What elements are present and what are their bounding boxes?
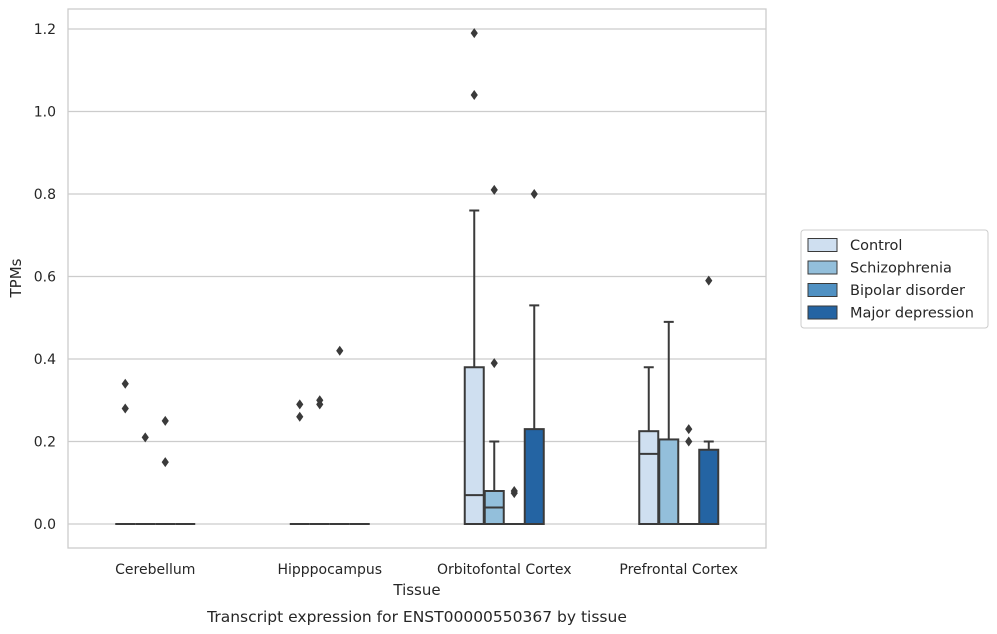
outlier-marker — [510, 488, 518, 499]
outlier-marker — [705, 275, 713, 286]
box-group — [638, 366, 660, 525]
x-axis-ticks: Cerebellum Hipppocampus Orbitofontal Corte… — [115, 562, 738, 578]
outlier-marker — [530, 189, 538, 199]
legend-label: Bipolar disorder — [850, 283, 965, 299]
legend-swatch — [807, 283, 838, 297]
x-tick-label: Orbitofontal Cortex — [437, 562, 572, 578]
outlier-marker — [685, 424, 693, 435]
y-tick-label: 0.8 — [34, 187, 56, 203]
box-body — [658, 438, 680, 525]
box-group — [658, 320, 680, 525]
box-group — [135, 432, 156, 525]
outlier-marker — [490, 184, 498, 195]
outlier-marker — [161, 457, 169, 468]
y-tick-label: 1.2 — [34, 22, 56, 38]
outlier-marker — [336, 345, 344, 356]
box-series — [115, 28, 720, 525]
box-group — [155, 415, 176, 525]
legend-swatch — [807, 238, 838, 252]
box-group — [289, 399, 310, 525]
box-group — [698, 275, 720, 525]
gridlines — [68, 28, 766, 525]
y-axis-title: TPMs — [7, 258, 25, 298]
outlier-marker — [121, 378, 129, 389]
x-axis-title: Tissue — [392, 581, 440, 599]
outlier-marker — [161, 415, 169, 426]
outlier-marker — [490, 358, 498, 369]
box-body — [698, 448, 720, 525]
box-body — [523, 428, 545, 525]
box-group — [678, 424, 699, 525]
outlier-marker — [296, 399, 304, 410]
y-tick-label: 0.6 — [34, 270, 56, 286]
legend-frame — [800, 229, 989, 329]
box-group — [115, 378, 136, 525]
legend-label: Control — [850, 238, 902, 254]
y-tick-label: 0.4 — [34, 352, 56, 368]
outlier-marker — [121, 403, 129, 414]
plot-area-frame — [67, 8, 767, 549]
outlier-marker — [316, 399, 324, 410]
outlier-marker — [296, 411, 304, 422]
legend-swatch — [807, 260, 838, 275]
box-group — [504, 486, 525, 525]
y-tick-label: 1.0 — [34, 105, 56, 121]
box-body — [638, 430, 660, 525]
x-tick-label: Cerebellum — [115, 562, 195, 578]
y-axis-ticks: 0.0 0.2 0.4 0.6 0.8 1.0 1.2 — [34, 22, 56, 533]
outlier-marker — [685, 436, 693, 447]
legend-label: Schizophrenia — [850, 261, 952, 277]
box-group — [463, 28, 485, 525]
box-body — [463, 366, 485, 525]
y-tick-label: 0.2 — [34, 435, 56, 451]
outlier-marker — [470, 28, 478, 39]
x-tick-label: Hipppocampus — [277, 562, 382, 578]
legend-swatch — [807, 305, 838, 320]
outlier-marker — [141, 432, 149, 443]
legend: Control Schizophrenia Bipolar disorder Majo… — [800, 229, 989, 329]
box-group — [309, 395, 330, 525]
x-tick-label: Prefrontal Cortex — [619, 562, 738, 578]
legend-label: Major depression — [850, 306, 974, 322]
y-tick-label: 0.0 — [34, 517, 56, 533]
box-group — [329, 345, 350, 525]
outlier-marker — [470, 90, 478, 100]
box-group — [483, 184, 505, 525]
chart-caption: Transcript expression for ENST0000055036… — [206, 608, 627, 626]
box-group — [523, 189, 545, 525]
